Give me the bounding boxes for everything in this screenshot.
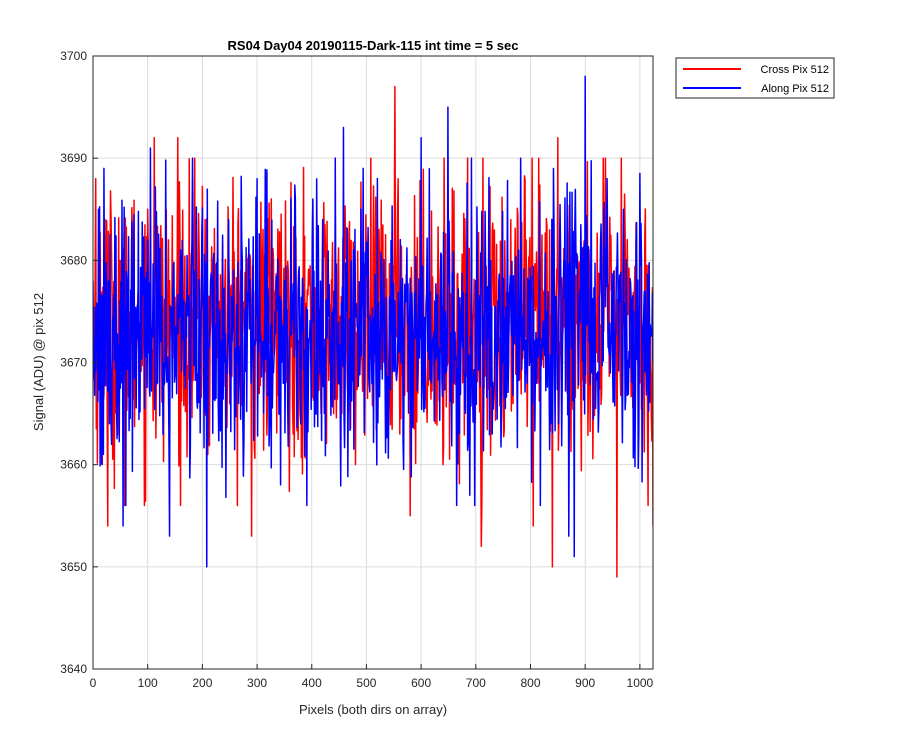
series-line-along-pix-512	[93, 75, 653, 568]
y-tick-label: 3640	[60, 662, 87, 676]
x-tick-label: 200	[192, 676, 212, 690]
x-axis-label: Pixels (both dirs on array)	[299, 702, 447, 717]
x-tick-label: 900	[575, 676, 595, 690]
legend-box	[675, 57, 835, 99]
legend-label-along: Along Pix 512	[761, 83, 829, 95]
x-tick-label: 300	[247, 676, 267, 690]
series-group	[93, 75, 653, 578]
chart-title: RS04 Day04 20190115-Dark-115 int time = …	[228, 38, 519, 53]
x-tick-label: 0	[90, 676, 97, 690]
x-tick-label: 400	[302, 676, 322, 690]
legend: Cross Pix 512 Along Pix 512	[675, 57, 835, 99]
y-tick-label: 3690	[60, 151, 87, 165]
y-tick-label: 3660	[60, 458, 87, 472]
y-tick-label: 3670	[60, 356, 87, 370]
x-tick-label: 700	[466, 676, 486, 690]
legend-label-cross: Cross Pix 512	[761, 64, 829, 76]
ticks: 0 100 200 300 400 500 600 700 800 900 1000 3640 3650…	[60, 49, 653, 690]
y-tick-label: 3680	[60, 253, 87, 267]
x-tick-label: 500	[356, 676, 376, 690]
x-tick-label: 800	[520, 676, 540, 690]
x-tick-label: 600	[411, 676, 431, 690]
x-tick-label: 1000	[627, 676, 654, 690]
y-tick-label: 3650	[60, 560, 87, 574]
y-axis-label: Signal (ADU) @ pix 512	[31, 293, 46, 431]
plot-area: 0 100 200 300 400 500 600 700 800 900 1000 3640 3650…	[60, 49, 653, 690]
x-tick-label: 100	[138, 676, 158, 690]
y-tick-label: 3700	[60, 49, 87, 63]
